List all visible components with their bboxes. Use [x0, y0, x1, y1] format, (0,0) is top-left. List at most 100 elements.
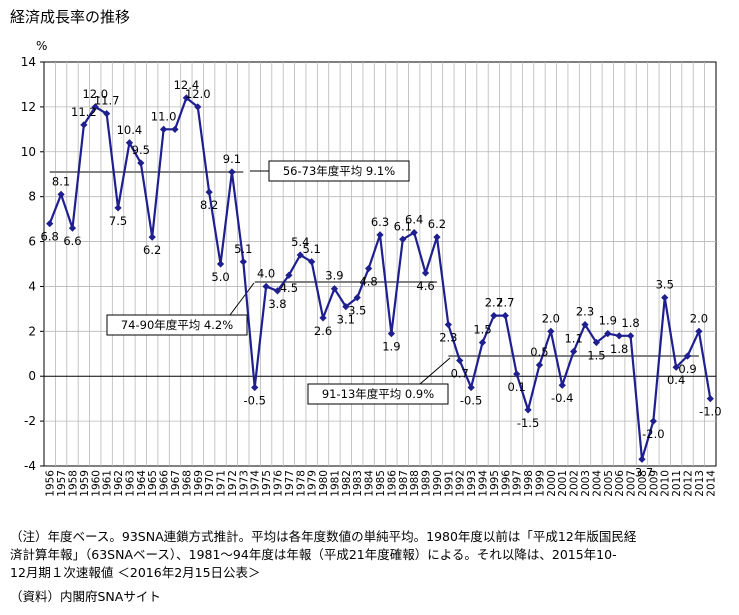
average-callout-label: 74-90年度平均 4.2%: [121, 318, 233, 332]
x-tick-label: 1991: [443, 470, 455, 497]
data-label: 3.1: [337, 313, 355, 327]
data-label: 12.0: [185, 87, 211, 101]
x-tick-labels: 1956 1957 1958 1959 1960 1961 1962 1963 1964 1965…: [45, 470, 718, 497]
data-label: 1.5: [587, 349, 605, 363]
x-tick-label: 1986: [386, 470, 398, 497]
x-tick-label: 1969: [193, 470, 205, 497]
x-tick-label: 1964: [136, 470, 148, 497]
data-label: -0.4: [551, 391, 573, 405]
data-label: 0.5: [530, 345, 548, 359]
data-label: 0.9: [678, 362, 696, 376]
x-tick-label: 1974: [250, 470, 262, 497]
x-tick-label: 1957: [56, 470, 68, 497]
data-label: 0.4: [667, 373, 685, 387]
average-lines: 56-73年度平均 9.1% 74-90年度平均 4.2% 91-13年度平均 0.…: [49, 160, 699, 405]
x-tick-label: 1958: [67, 470, 79, 497]
x-tick-label: 1983: [352, 470, 364, 497]
data-label: 6.8: [41, 230, 59, 244]
x-tick-label: 1961: [102, 470, 114, 497]
data-label: 12.0: [82, 87, 108, 101]
average-callout-label: 91-13年度平均 0.9%: [322, 387, 434, 401]
x-tick-label: 2004: [591, 470, 603, 497]
y-tick-label: 12: [21, 100, 36, 114]
data-label: -3.7: [631, 465, 653, 479]
data-point: [114, 204, 122, 212]
x-tick-label: 2008: [637, 470, 649, 497]
data-label: 6.1: [394, 219, 412, 233]
x-tick-label: 1982: [341, 470, 353, 497]
data-point: [273, 287, 282, 295]
data-label: 1.8: [610, 342, 628, 356]
data-point: [68, 224, 77, 232]
x-tick-label: 1997: [512, 470, 524, 497]
x-tick-label: 2003: [580, 470, 592, 497]
data-point: [638, 455, 646, 463]
data-point: [410, 228, 418, 237]
data-label: 6.4: [405, 213, 423, 227]
data-point: [604, 329, 612, 338]
x-tick-label: 1960: [90, 470, 102, 497]
data-point: [342, 303, 350, 311]
x-tick-label: 2011: [671, 470, 683, 497]
x-tick-label: 2006: [614, 470, 626, 497]
data-label: 6.3: [371, 215, 389, 229]
x-tick-label: 1972: [227, 470, 239, 497]
x-tick-label: 1962: [113, 470, 125, 497]
data-label: 7.5: [109, 214, 127, 228]
data-point: [421, 269, 430, 277]
data-point: [46, 219, 54, 228]
x-tick-label: 2013: [694, 470, 706, 497]
data-label: 10.4: [117, 123, 143, 137]
data-label: 3.8: [268, 297, 286, 311]
data-point: [444, 320, 452, 329]
data-label: 5.4: [291, 235, 309, 249]
data-point: [433, 233, 441, 241]
y-tick-label: 14: [21, 55, 36, 69]
data-point: [695, 327, 703, 335]
x-tick-label: 1989: [421, 470, 433, 497]
note-line-1: （注）年度ベース。93SNA連鎖方式推計。平均は各年度数値の単純平均。1980年…: [10, 529, 637, 544]
data-label: 2.0: [690, 311, 708, 325]
average-callout-label: 56-73年度平均 9.1%: [283, 164, 395, 178]
data-point: [547, 327, 555, 335]
data-label: 1.9: [382, 340, 400, 354]
data-point: [467, 383, 475, 392]
data-label: 8.1: [52, 174, 70, 188]
data-label: 4.6: [416, 279, 434, 293]
data-label: 3.5: [656, 278, 674, 292]
data-point: [251, 383, 259, 392]
note-line-3: 12月期１次速報値 ＜2016年2月15日公表＞: [10, 565, 261, 580]
data-point: [91, 103, 99, 111]
data-label: 3.5: [348, 304, 366, 318]
data-point: [501, 311, 509, 320]
data-point: [478, 338, 487, 347]
data-point: [285, 271, 293, 279]
data-label: 2.7: [485, 296, 503, 310]
x-tick-label: 1970: [204, 470, 216, 497]
y-tick-label: 8: [28, 190, 36, 204]
average-callout-box: [268, 160, 410, 182]
x-tick-label: 1973: [238, 470, 250, 497]
data-point: [661, 294, 669, 302]
x-tick-label: 2000: [546, 470, 558, 497]
data-point: [125, 139, 134, 147]
x-tick-label: 1956: [45, 470, 57, 497]
x-tick-label: 1966: [159, 470, 171, 497]
data-point: [364, 264, 373, 273]
x-tick-label: 1976: [272, 470, 284, 497]
x-tick-label: 1993: [466, 470, 478, 497]
data-label: 0.1: [508, 380, 526, 394]
data-point: [171, 125, 179, 133]
x-tick-label: 2012: [683, 470, 695, 497]
callout-pointer: [419, 357, 451, 385]
data-label: 2.6: [314, 324, 332, 338]
x-tick-label: 2002: [569, 470, 581, 497]
x-tick-label: 1979: [307, 470, 319, 497]
data-label: 11.0: [151, 109, 177, 123]
x-tick-label: 1992: [455, 470, 467, 497]
data-label: 3.9: [325, 269, 343, 283]
axes: -4 -2 0 2 4 6 8 10 12 14: [21, 55, 44, 473]
data-label: 2.0: [542, 311, 560, 325]
data-label: -1.0: [699, 405, 721, 419]
data-label: 5.1: [234, 242, 252, 256]
